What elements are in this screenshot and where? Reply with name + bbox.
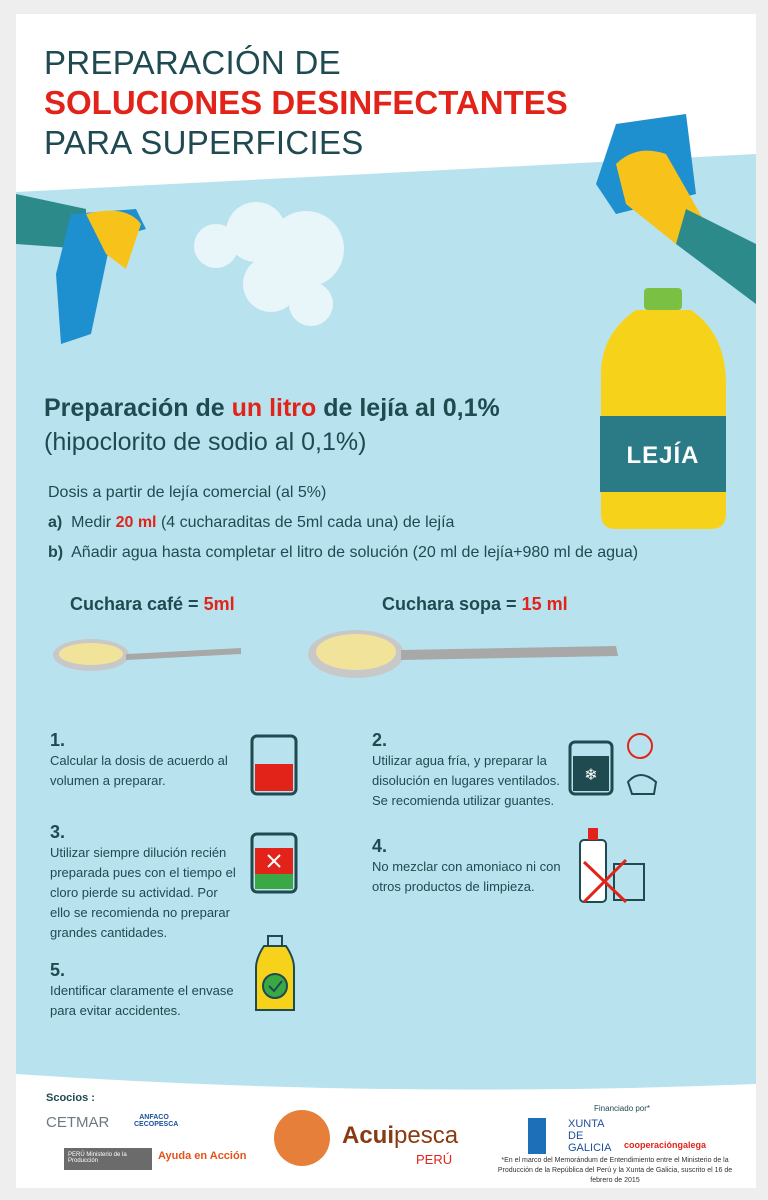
step-3: 3. Utilizar siempre dilución recién prepa… <box>50 822 236 940</box>
spray-bottle-icon <box>16 194 146 344</box>
beaker-icon <box>250 734 298 796</box>
dosage-step-b: b) Añadir agua hasta completar el litro … <box>48 544 639 561</box>
labeled-bottle-icon <box>255 935 295 1011</box>
funded-label: Financiado por* <box>594 1104 651 1113</box>
title-line-2: SOLUCIONES DESINFECTANTES <box>44 84 568 121</box>
coffee-spoon-icon <box>53 639 241 671</box>
soup-spoon-label: Cuchara sopa = 15 ml <box>382 594 568 614</box>
background-shape <box>16 114 756 1090</box>
acuipesca-peru: PERÚ <box>416 1152 453 1167</box>
section-subheading: (hipoclorito de sodio al 0,1%) <box>44 428 367 456</box>
ayuda-en-accion-logo: Ayuda en Acción <box>158 1150 247 1162</box>
coffee-spoon-label: Cuchara café = 5ml <box>70 594 235 614</box>
cetmar-logo: CETMAR <box>46 1114 110 1131</box>
soup-spoon-icon <box>308 630 618 678</box>
title-line-3: PARA SUPERFICIES <box>44 124 364 161</box>
title-line-1: PREPARACIÓN DE <box>44 44 341 81</box>
no-mix-icon <box>579 828 645 904</box>
spray-cloud <box>194 202 344 326</box>
section-heading: Preparación de un litro de lejía al 0,1% <box>44 394 500 422</box>
step-4: 4. No mezclar con amoniaco ni con otros p… <box>372 836 561 894</box>
step-5: 5. Identificar claramente el envase para … <box>50 960 234 1018</box>
bleach-bottle-icon <box>600 288 726 529</box>
ministerio-logo: PERÚ Ministerio de la Producción <box>64 1148 152 1170</box>
funding-note: *En el marco del Memorándum de Entendimi… <box>497 1157 733 1184</box>
bottle-label: LEJÍA <box>626 442 700 469</box>
beaker-check-icon <box>250 832 298 894</box>
svg-text:❄: ❄ <box>584 767 597 784</box>
cold-water-fan-gloves-icon: ❄ <box>568 733 658 796</box>
step-2: 2. Utilizar agua fría, y preparar la diso… <box>372 730 560 808</box>
xunta-logo: XUNTA DE GALICIA <box>528 1118 611 1154</box>
anfaco-logo: ANFACO CECOPESCA <box>134 1114 179 1128</box>
partners-label: Scocios : <box>46 1092 95 1104</box>
glove-cloth-icon <box>596 114 756 304</box>
dosage-intro: Dosis a partir de lejía comercial (al 5%… <box>48 484 327 501</box>
step-1: 1. Calcular la dosis de acuerdo al volume… <box>50 730 228 788</box>
poster: PREPARACIÓN DE SOLUCIONES DESINFECTANTES… <box>16 14 756 1188</box>
acuipesca-shell-icon <box>274 1110 330 1166</box>
cooperacion-galega-logo: cooperacióngalega <box>624 1140 707 1150</box>
acuipesca-logo: Acuipesca <box>342 1122 459 1149</box>
dosage-step-a: a) Medir 20 ml (4 cucharaditas de 5ml ca… <box>48 514 455 531</box>
